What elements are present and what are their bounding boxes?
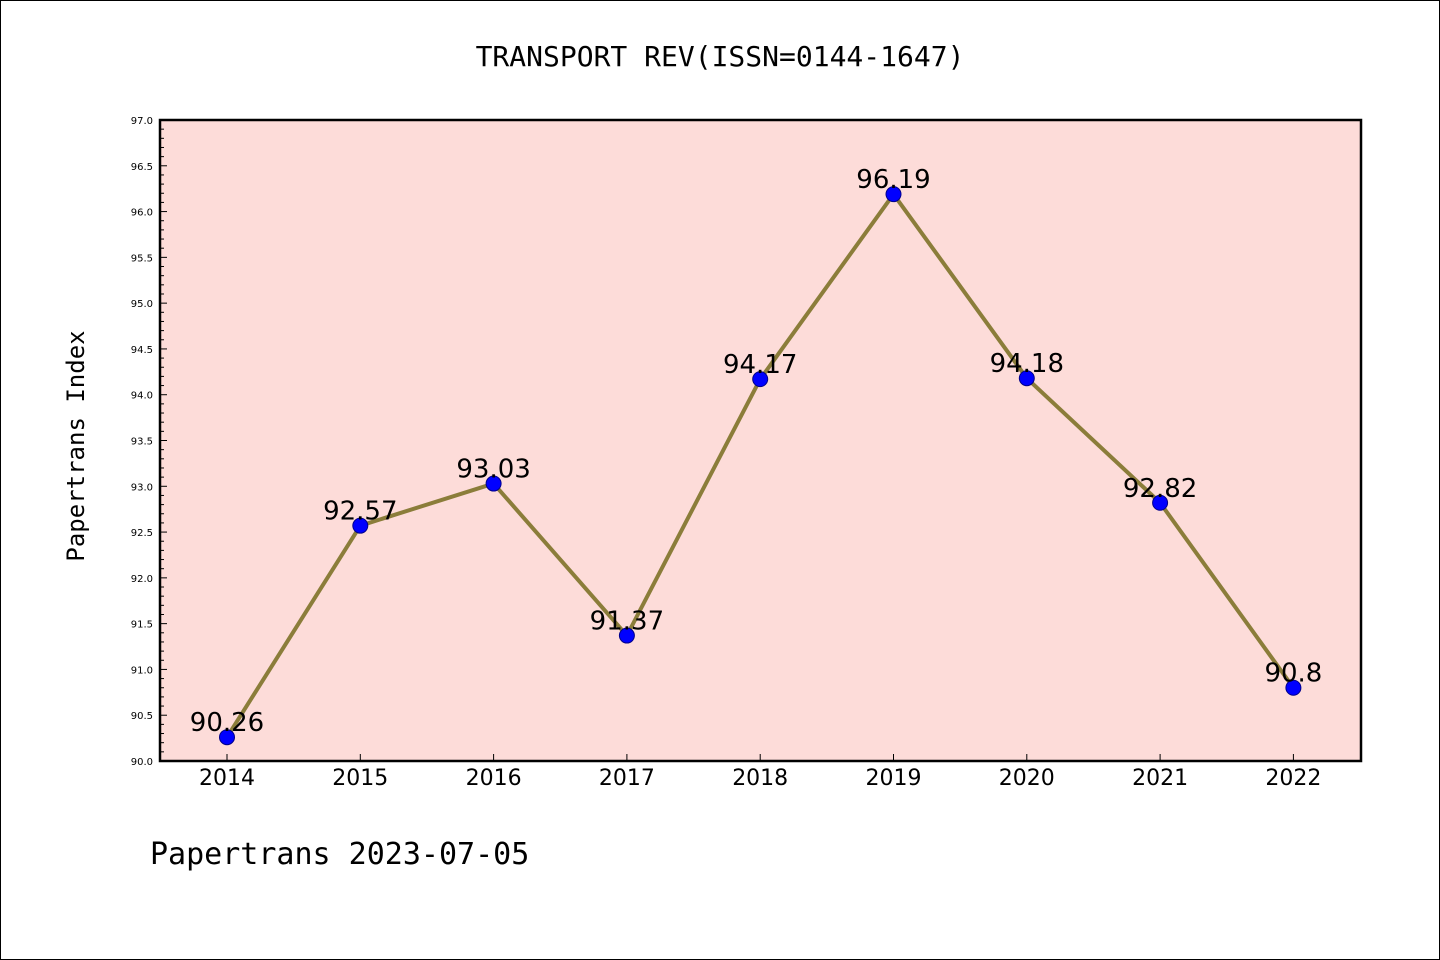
data-point [352,517,369,534]
x-axis-ticks: 2014 2015 2016 2017 2018 2019 2020 2021 2022 [199,754,1321,791]
plot-area [158,118,1363,763]
data-label: 92.82 [1123,474,1197,504]
x-tick-label: 2019 [866,766,922,791]
y-axis-label: Papertrans Index [62,330,90,561]
y-tick-label: 97.0 [131,116,153,127]
y-tick-label: 96.0 [131,208,153,219]
data-point [1285,679,1302,696]
data-label: 94.17 [723,350,797,380]
data-point [752,371,769,388]
data-label-group: 90.26 92.57 93.03 91.37 94.17 96.19 94.18 92.82… [190,165,1323,738]
footer-text: Papertrans 2023-07-05 [150,837,529,872]
y-tick-label: 91.0 [131,665,153,676]
data-point [485,475,502,492]
x-tick-label: 2022 [1265,766,1321,791]
chart-title: TRANSPORT REV(ISSN=0144-1647) [476,40,965,73]
marker-group [219,186,1302,746]
data-label: 93.03 [456,455,530,485]
x-tick-label: 2014 [199,766,255,791]
data-point [618,627,635,644]
x-tick-label: 2015 [332,766,388,791]
y-tick-label: 92.5 [131,528,153,539]
y-tick-label: 93.0 [131,482,153,493]
y-tick-label: 92.0 [131,574,153,585]
y-tick-label: 96.5 [131,162,153,173]
y-tick-label: 94.5 [131,345,153,356]
data-point [885,186,902,203]
data-label: 96.19 [856,165,930,195]
data-label: 90.8 [1264,659,1322,689]
y-tick-label: 95.0 [131,299,153,310]
data-point [219,729,235,746]
data-point [1152,494,1169,511]
y-tick-label: 90.0 [131,757,153,768]
data-point [1018,370,1035,387]
x-tick-label: 2016 [466,766,522,791]
data-label: 92.57 [323,497,397,527]
x-tick-label: 2020 [999,766,1055,791]
y-tick-label: 90.5 [131,711,153,722]
data-label: 94.18 [990,349,1064,379]
y-tick-label: 95.5 [131,253,153,264]
x-tick-label: 2017 [599,766,655,791]
y-axis-ticks: 90.0 90.5 91.0 91.5 92.0 92.5 93.0 93.5 94.0 94.5… [131,116,167,768]
x-tick-label: 2021 [1132,766,1188,791]
y-tick-label: 94.0 [131,391,153,402]
y-tick-label: 93.5 [131,437,153,448]
y-tick-label: 91.5 [131,620,153,631]
data-label: 90.26 [190,708,264,738]
data-label: 91.37 [590,607,664,637]
x-tick-label: 2018 [732,766,788,791]
